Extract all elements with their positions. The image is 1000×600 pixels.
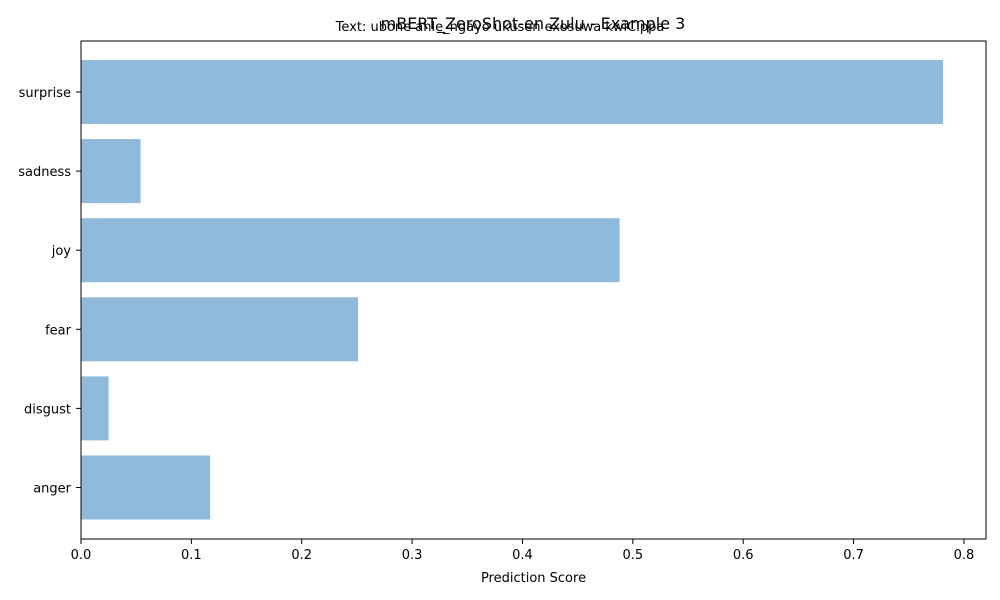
bar-disgust: [81, 376, 109, 441]
x-tick-label: 0.6: [733, 548, 754, 563]
x-tick-label: 0.4: [512, 548, 533, 563]
chart-title: mBERT_ZeroShot-en Zulu - Example 3: [381, 14, 686, 34]
x-tick-label: 0.8: [954, 548, 975, 563]
y-axis: anger disgust fear joy sadness surprise: [18, 86, 81, 497]
bar-anger: [81, 455, 211, 520]
chart-subtitle: Text: ubone ahle_ngayo ukusen exosuwa kw…: [335, 20, 665, 35]
x-tick-label: 0.0: [71, 548, 92, 563]
x-tick-label: 0.5: [622, 548, 643, 563]
y-tick-label-fear: fear: [45, 323, 72, 338]
bar-fear: [81, 297, 359, 362]
y-tick-label-joy: joy: [51, 244, 72, 259]
bar-joy: [81, 218, 620, 283]
bar-sadness: [81, 139, 141, 204]
y-tick-label-surprise: surprise: [19, 86, 71, 101]
x-axis-label: Prediction Score: [481, 571, 586, 586]
bar-surprise: [81, 60, 943, 124]
x-tick-label: 0.1: [181, 548, 202, 563]
plot-frame: [80, 40, 987, 540]
y-tick-label-disgust: disgust: [24, 402, 71, 417]
y-tick-label-anger: anger: [33, 482, 71, 497]
x-tick-label: 0.7: [843, 548, 864, 563]
bars-group: [81, 60, 943, 520]
y-tick-label-sadness: sadness: [18, 165, 71, 180]
x-tick-label: 0.2: [291, 548, 312, 563]
x-tick-label: 0.3: [402, 548, 423, 563]
x-axis: 0.0 0.1 0.2 0.3 0.4 0.5 0.6 0.7 0.8: [71, 539, 975, 563]
